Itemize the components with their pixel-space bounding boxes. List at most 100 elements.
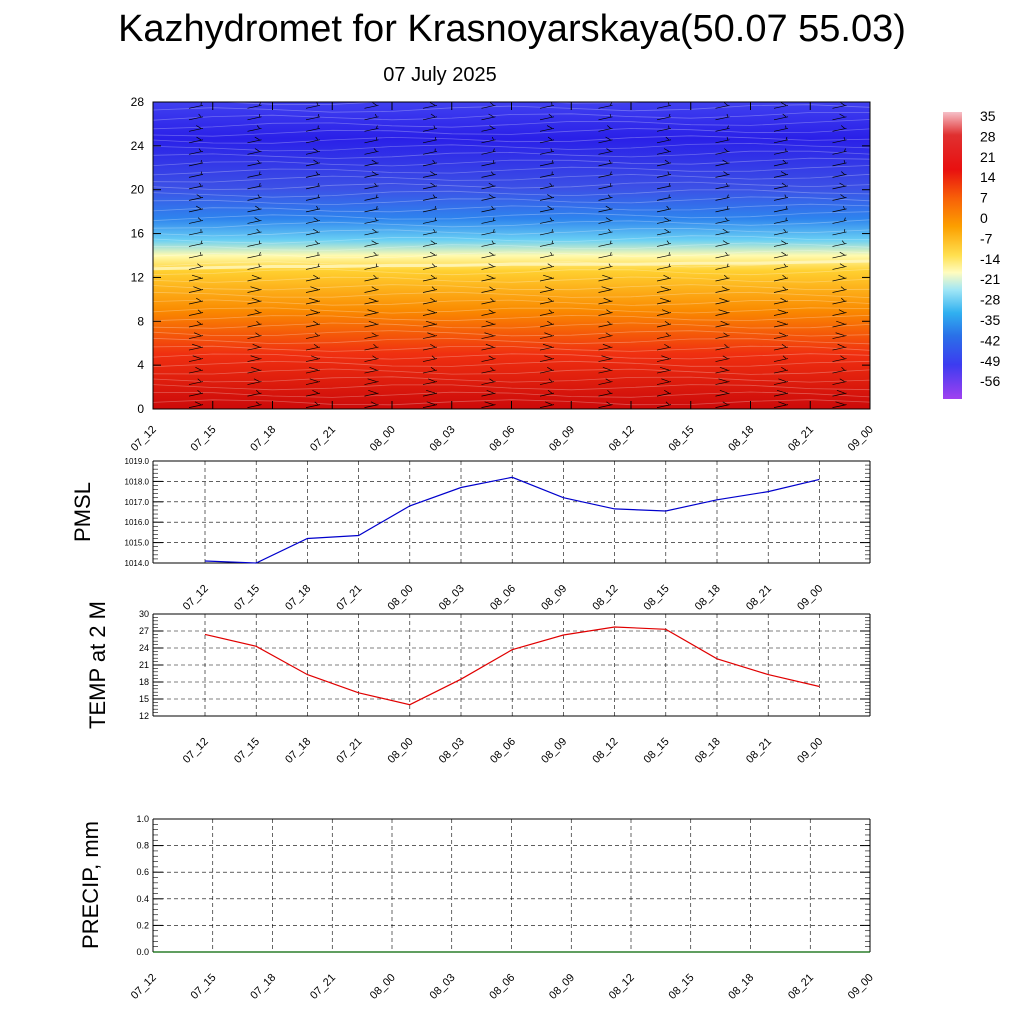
wind-barb-flag [539, 289, 555, 293]
wind-barb-flag [364, 369, 379, 374]
wind-barb-flag [598, 266, 613, 270]
wind-barb-flag [188, 300, 204, 305]
wind-barb-shaft [839, 113, 845, 118]
wind-barb-shaft [259, 252, 261, 256]
wind-barb-flag [656, 358, 672, 362]
wind-barb-flag [656, 116, 672, 121]
wind-barb-shaft [258, 263, 260, 267]
wind-barb-flag [598, 185, 613, 190]
y-tick-label: 24 [131, 139, 145, 153]
wind-barb-shaft [490, 171, 494, 175]
wind-barb-shaft [782, 286, 787, 290]
wind-barb-flag [539, 266, 555, 270]
heatmap-y-axis: 0 4 8 12 16 20 24 28 [131, 95, 870, 416]
wind-barb-flag [715, 300, 730, 305]
wind-barb-shaft [548, 309, 553, 313]
wind-barb-flag [188, 346, 204, 351]
wind-barb-shaft [430, 182, 436, 187]
wind-barb-flag [364, 116, 379, 121]
wind-barb-shaft [251, 274, 260, 279]
wind-barb-shaft [664, 159, 670, 164]
isotherm [153, 391, 870, 398]
wind-barb-flag [305, 369, 321, 374]
wind-barb-flag [305, 300, 321, 305]
y-tick-label: 1.0 [136, 814, 149, 824]
wind-barb-shaft [490, 102, 494, 106]
wind-barb-flag [247, 220, 262, 224]
wind-barb-shaft [668, 182, 671, 186]
y-tick-label: 18 [139, 677, 149, 687]
wind-barb-flag [832, 266, 847, 270]
wind-barb-shaft [660, 286, 670, 290]
wind-barb-flag [656, 220, 672, 224]
x-tick-label: 08_06 [488, 736, 518, 766]
isotherm [153, 203, 870, 213]
wind-barb-shaft [723, 171, 728, 175]
wind-barb-flag [598, 346, 613, 351]
wind-barb-shaft [196, 194, 202, 198]
pmsl-panel: 1014.0 1015.0 1016.0 1017.0 1018.0 1019.0 07_1… [70, 457, 871, 613]
wind-barb-flag [656, 185, 672, 190]
isotherm [153, 276, 870, 283]
wind-barb-flag [715, 197, 730, 201]
wind-barb-shaft [601, 286, 611, 290]
wind-barb-flag [422, 243, 438, 247]
x-tick-label: 07_21 [334, 583, 364, 613]
wind-barb-flag [305, 381, 321, 385]
wind-barb-shaft [488, 182, 494, 187]
wind-barb-shaft [550, 148, 553, 152]
wind-barb-flag [773, 300, 789, 305]
colorbar-label: -35 [980, 312, 1000, 328]
wind-barb-flag [656, 312, 672, 316]
wind-barb-flag [247, 116, 262, 121]
y-tick-label: 15 [139, 694, 149, 704]
wind-barb-flag [247, 231, 262, 236]
wind-barb-shaft [548, 113, 553, 118]
wind-barb-shaft [427, 332, 436, 336]
wind-barb-shaft [433, 125, 436, 129]
wind-barb-flag [364, 404, 379, 408]
wind-barb-flag [422, 254, 438, 259]
wind-barb-shaft [488, 263, 494, 267]
wind-barb-flag [598, 404, 613, 408]
wind-barb-shaft [434, 217, 437, 221]
wind-barb-shaft [838, 274, 845, 279]
wind-barb-shaft [196, 320, 202, 325]
wind-barb-flag [188, 174, 204, 178]
isotherm [153, 261, 870, 268]
x-tick-label: 08_12 [607, 972, 637, 1002]
wind-barb-shaft [610, 171, 612, 175]
wind-barb-flag [364, 266, 379, 270]
wind-barb-flag [305, 185, 321, 190]
wind-barb-flag [481, 220, 496, 224]
wind-barb-flag [715, 127, 730, 132]
wind-barb-flag [422, 312, 438, 316]
wind-barb-flag [715, 139, 730, 144]
wind-barb-flag [598, 197, 613, 201]
wind-barb-shaft [373, 343, 377, 348]
colorbar-label: -21 [980, 271, 1000, 287]
wind-barb-shaft [782, 159, 787, 164]
wind-barb-flag [481, 358, 496, 362]
wind-barb-flag [188, 243, 204, 247]
wind-barb-shaft [719, 297, 728, 302]
wind-barb-flag [656, 197, 672, 201]
wind-barb-flag [305, 208, 321, 213]
isotherm [153, 249, 870, 259]
wind-barb-flag [656, 127, 672, 132]
wind-barb-flag [656, 335, 672, 339]
colorbar-label: -28 [980, 292, 1000, 308]
wind-barb-flag [656, 369, 672, 374]
wind-barb-flag [539, 197, 555, 201]
wind-barb-shaft [607, 125, 611, 129]
wind-barb-flag [656, 231, 672, 236]
x-tick-label: 07_12 [129, 424, 159, 454]
wind-barb-shaft [311, 355, 319, 359]
wind-barb-flag [715, 358, 730, 362]
wind-barb-flag [481, 277, 496, 282]
wind-barb-shaft [371, 171, 377, 175]
wind-barb-shaft [313, 148, 319, 152]
precip-panel: 0.0 0.2 0.4 0.6 0.8 1.0 07_12 07_15 07_18 07_21 08… [78, 814, 876, 1002]
x-tick-label: 07_18 [283, 736, 313, 766]
isotherm [153, 228, 870, 237]
